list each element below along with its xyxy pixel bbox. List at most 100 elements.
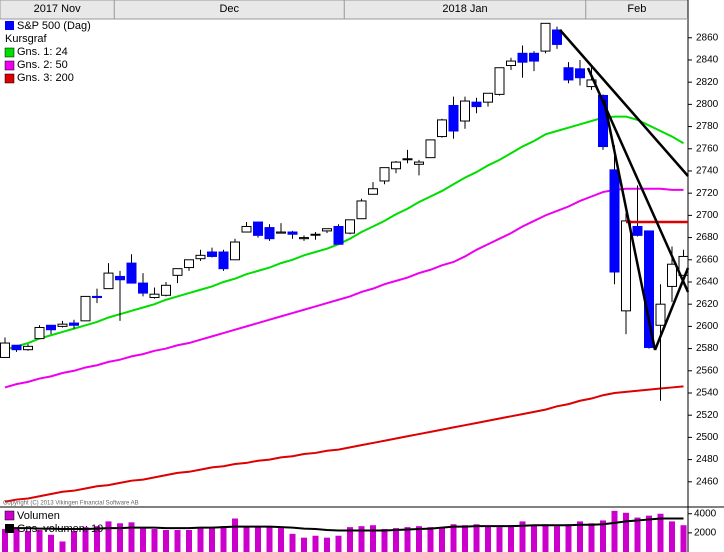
volume-bar [565, 524, 572, 552]
candle-body [218, 251, 229, 270]
moving-average [4, 187, 684, 389]
y-tick-label: 2800 [696, 99, 719, 110]
legend-swatch [5, 21, 14, 30]
y-tick-label: 2620 [696, 299, 719, 310]
volume-bar [71, 530, 77, 552]
candle-body [517, 52, 528, 63]
volume-bar [82, 527, 89, 552]
legend-swatch [4, 60, 15, 71]
candle-body [368, 188, 378, 195]
legend-swatch [4, 510, 15, 521]
y-tick-label: 2640 [696, 277, 719, 288]
candle-body [195, 254, 206, 260]
legend-label: Kursgraf [5, 33, 48, 45]
plot-area [0, 22, 689, 503]
volume-bar [128, 522, 135, 552]
candle-body [23, 345, 33, 351]
volume-bar [163, 530, 169, 552]
candle-body [437, 119, 447, 138]
volume-bar [13, 528, 20, 552]
month-label: 2017 Nov [34, 3, 82, 15]
volume-bar [105, 521, 112, 552]
candle-body [345, 219, 355, 234]
volume-bar [266, 527, 273, 552]
candle-body [621, 220, 631, 312]
candle-body [184, 259, 194, 269]
volume-bar [393, 528, 399, 552]
volume-bar [657, 513, 664, 552]
legend-label: Gns. 2: 50 [17, 59, 68, 71]
volume-bar [117, 523, 123, 552]
legend-label: Gns. 3: 200 [17, 72, 74, 84]
candle-body [92, 295, 102, 299]
volume-bar [151, 529, 158, 552]
candle-body [552, 29, 562, 45]
y-tick-label: 2580 [696, 343, 719, 354]
volume-bar [140, 528, 146, 552]
y-tick-label: 2600 [696, 321, 719, 332]
volume-bar [485, 526, 491, 552]
candle-body [0, 342, 10, 358]
candle-body [57, 323, 68, 327]
candle-body [115, 275, 125, 281]
y-tick-label: 2500 [696, 432, 719, 443]
candle-body [126, 262, 137, 284]
candle-body [34, 326, 45, 340]
volume-bar [600, 520, 606, 552]
volume-bar [542, 524, 549, 552]
volume-bar [243, 527, 250, 552]
y-tick-label: 2840 [696, 55, 719, 66]
legend-label: Gns. 1: 24 [17, 46, 68, 58]
candle-body [161, 284, 171, 296]
candle-body [253, 221, 263, 236]
volume-bar [496, 527, 503, 552]
y-tick-label: 2000 [694, 528, 717, 539]
candle-body [322, 228, 332, 232]
volume-bar [646, 515, 652, 552]
y-tick-label: 2860 [696, 32, 719, 43]
copyright: Copyright (C) 2013 Vikingen Financial So… [3, 501, 139, 507]
candle-body [207, 251, 217, 257]
candle-body [103, 272, 114, 290]
legend-label: Volumen [17, 510, 60, 522]
candle-body [402, 158, 413, 161]
volume-bar [554, 526, 560, 552]
y-tick-label: 4000 [694, 508, 717, 519]
y-tick-label: 2520 [696, 410, 719, 421]
volume-bar [508, 525, 514, 552]
volume-bar [439, 527, 445, 552]
volume-bar [611, 510, 618, 552]
candle-body [471, 101, 482, 108]
candle-body [287, 231, 298, 235]
candle-body [563, 67, 574, 81]
candle-body [241, 225, 252, 233]
candle-body [230, 241, 240, 261]
y-tick-label: 2720 [696, 188, 719, 199]
y-tick-label: 2680 [696, 232, 719, 243]
volume-bar [220, 526, 227, 552]
candle-body [276, 231, 286, 234]
volume-bar [427, 527, 434, 552]
candle-body [333, 225, 344, 245]
candle-body [69, 322, 79, 326]
candle-body [414, 161, 424, 165]
month-label: Feb [627, 3, 646, 15]
volume-bar [59, 541, 66, 552]
volume-bar [404, 527, 411, 552]
moving-average [4, 385, 684, 503]
candle-body [425, 139, 436, 159]
legend-label: Gns. volumen: 10 [17, 523, 103, 535]
candle-body [506, 60, 516, 67]
volume-bar [301, 537, 307, 552]
month-label: Dec [219, 3, 239, 15]
volume-bar [48, 534, 54, 552]
moving-average [4, 115, 685, 351]
candle-body [575, 68, 585, 79]
candle-body [391, 161, 401, 170]
candle-body [356, 200, 367, 220]
volume-bar [36, 530, 43, 552]
candle-body [149, 293, 160, 299]
trendline [559, 29, 689, 177]
